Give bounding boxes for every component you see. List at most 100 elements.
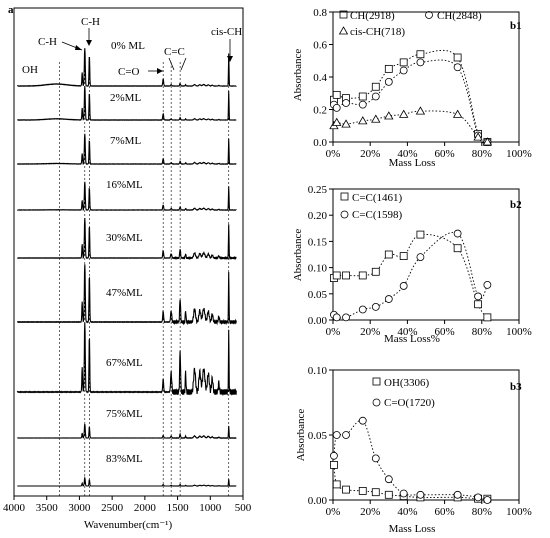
- data-point-circle: [332, 431, 341, 439]
- legend-label: CH(2848): [437, 10, 482, 22]
- panel-b3-tag: b3: [510, 381, 522, 393]
- y-tick-label: 0.0: [313, 137, 327, 149]
- trend-line: [333, 231, 488, 319]
- legend-marker-square: [339, 10, 348, 19]
- band-label-ch-left: C-H: [38, 36, 57, 48]
- data-point-square: [453, 53, 462, 62]
- trend-line: [333, 419, 488, 501]
- x-tick-label: 60%: [435, 148, 455, 160]
- spectrum-label: 2%ML: [110, 92, 141, 104]
- data-point-triangle: [415, 106, 426, 115]
- x-tick-label: 1000: [199, 502, 222, 514]
- data-point-circle: [483, 496, 492, 504]
- data-point-circle: [399, 66, 408, 75]
- band-arrowhead-ch-top: [86, 40, 92, 46]
- y-tick-label: 0.00: [308, 495, 328, 507]
- spectrum-line: [16, 181, 237, 212]
- data-point-circle: [384, 77, 393, 86]
- data-point-circle: [399, 489, 408, 498]
- panel-b1-legend: CH(2918) CH(2848) cis-CH(718): [338, 10, 482, 38]
- band-arrowhead-ch-left: [75, 45, 82, 50]
- trend-line: [333, 464, 488, 500]
- data-point-circle: [358, 100, 367, 109]
- panel-a-ftir-spectra: a 4000 3500 3000 2500 2000 1500 1000 500 Wavenu…: [3, 4, 252, 531]
- panel-b3-trend-lines: [333, 419, 488, 501]
- spectrum-labels: 0% ML 2%ML 7%ML 16%ML 30%ML 47%ML 67%ML …: [106, 40, 145, 465]
- x-tick-label: 80%: [472, 148, 492, 160]
- x-tick-label: 80%: [472, 506, 492, 518]
- band-label-co: C=O: [118, 66, 140, 78]
- spectrum-label: 30%ML: [106, 232, 143, 244]
- panel-b3-axes: 0% 20% 40% 60% 80% 100% 0.00 0.05 0.10: [308, 365, 532, 518]
- spectrum-line: [16, 48, 237, 87]
- spectrum-label: 7%ML: [110, 135, 141, 147]
- data-point-circle: [371, 92, 380, 101]
- band-label-oh: OH: [22, 64, 38, 76]
- legend-marker-square: [372, 377, 381, 386]
- x-tick-label: 100%: [506, 148, 532, 160]
- data-point-triangle: [371, 114, 381, 123]
- legend-label: C=O(1720): [384, 397, 435, 409]
- y-tick-label: 0.8: [313, 7, 327, 19]
- data-point-circle: [483, 280, 492, 289]
- band-label-ch-top: C-H: [81, 16, 100, 28]
- data-point-circle: [416, 253, 425, 262]
- data-point-square: [474, 300, 482, 309]
- panel-a-x-axis: 4000 3500 3000 2500 2000 1500 1000 500: [3, 496, 252, 514]
- data-point-square: [330, 460, 338, 469]
- data-point-square: [416, 50, 425, 59]
- data-point-square: [371, 488, 380, 497]
- band-arrow-cc: [168, 57, 187, 71]
- y-tick-label: 0.05: [308, 289, 328, 301]
- y-tick-label: 0.15: [308, 236, 328, 248]
- panel-b2-chart: Absorbance Mass Loss% b2 0% 20% 40% 60% 80% 1…: [292, 184, 532, 345]
- data-point-circle: [474, 292, 482, 301]
- data-point-triangle: [341, 119, 351, 128]
- panel-b1-data-points: [329, 50, 493, 146]
- data-point-square: [416, 230, 425, 239]
- spectrum-label: 16%ML: [106, 179, 143, 191]
- x-tick-label: 20%: [360, 326, 380, 338]
- data-point-square: [384, 64, 393, 73]
- data-point-square: [342, 485, 350, 494]
- y-tick-label: 0.2: [313, 105, 327, 117]
- legend-marker-triangle: [338, 26, 349, 35]
- y-tick-label: 0.10: [308, 263, 328, 275]
- x-tick-label: 100%: [506, 506, 532, 518]
- x-tick-label: 0%: [326, 326, 341, 338]
- panel-b3-legend: OH(3306) C=O(1720): [372, 377, 435, 409]
- data-point-square: [399, 58, 408, 67]
- data-point-circle: [371, 454, 380, 463]
- x-tick-label: 0%: [326, 148, 341, 160]
- legend-label: C=C(1598): [352, 209, 403, 221]
- spectrum-label: 67%ML: [106, 357, 143, 369]
- data-point-circle: [416, 490, 425, 499]
- x-tick-label: 500: [235, 502, 252, 514]
- legend-marker-circle: [340, 210, 349, 219]
- data-point-circle: [342, 431, 350, 439]
- data-point-triangle: [384, 111, 394, 120]
- data-point-square: [384, 250, 393, 259]
- data-point-square: [399, 252, 408, 260]
- x-tick-label: 2500: [101, 502, 124, 514]
- b2-plot-frame: [332, 188, 520, 321]
- y-tick-label: 0.20: [308, 210, 328, 222]
- data-point-square: [483, 313, 492, 322]
- legend-label: CH(2918): [350, 10, 395, 22]
- panel-b3-data-points: [330, 416, 492, 504]
- spectra-group: [16, 48, 237, 487]
- band-arrowhead-co: [157, 68, 163, 74]
- spectrum-line: [17, 264, 237, 326]
- spectrum-line: [17, 423, 237, 440]
- band-arrowhead-cis-ch: [227, 56, 233, 62]
- data-point-circle: [399, 282, 408, 290]
- data-point-square: [332, 271, 341, 280]
- data-point-square: [371, 82, 380, 91]
- data-point-circle: [453, 229, 462, 238]
- y-tick-label: 0.4: [313, 72, 327, 84]
- data-point-square: [358, 486, 367, 495]
- data-point-square: [358, 92, 367, 101]
- b3-plot-frame: [332, 369, 520, 501]
- panel-b1-y-axis-title: Absorbance: [292, 49, 304, 102]
